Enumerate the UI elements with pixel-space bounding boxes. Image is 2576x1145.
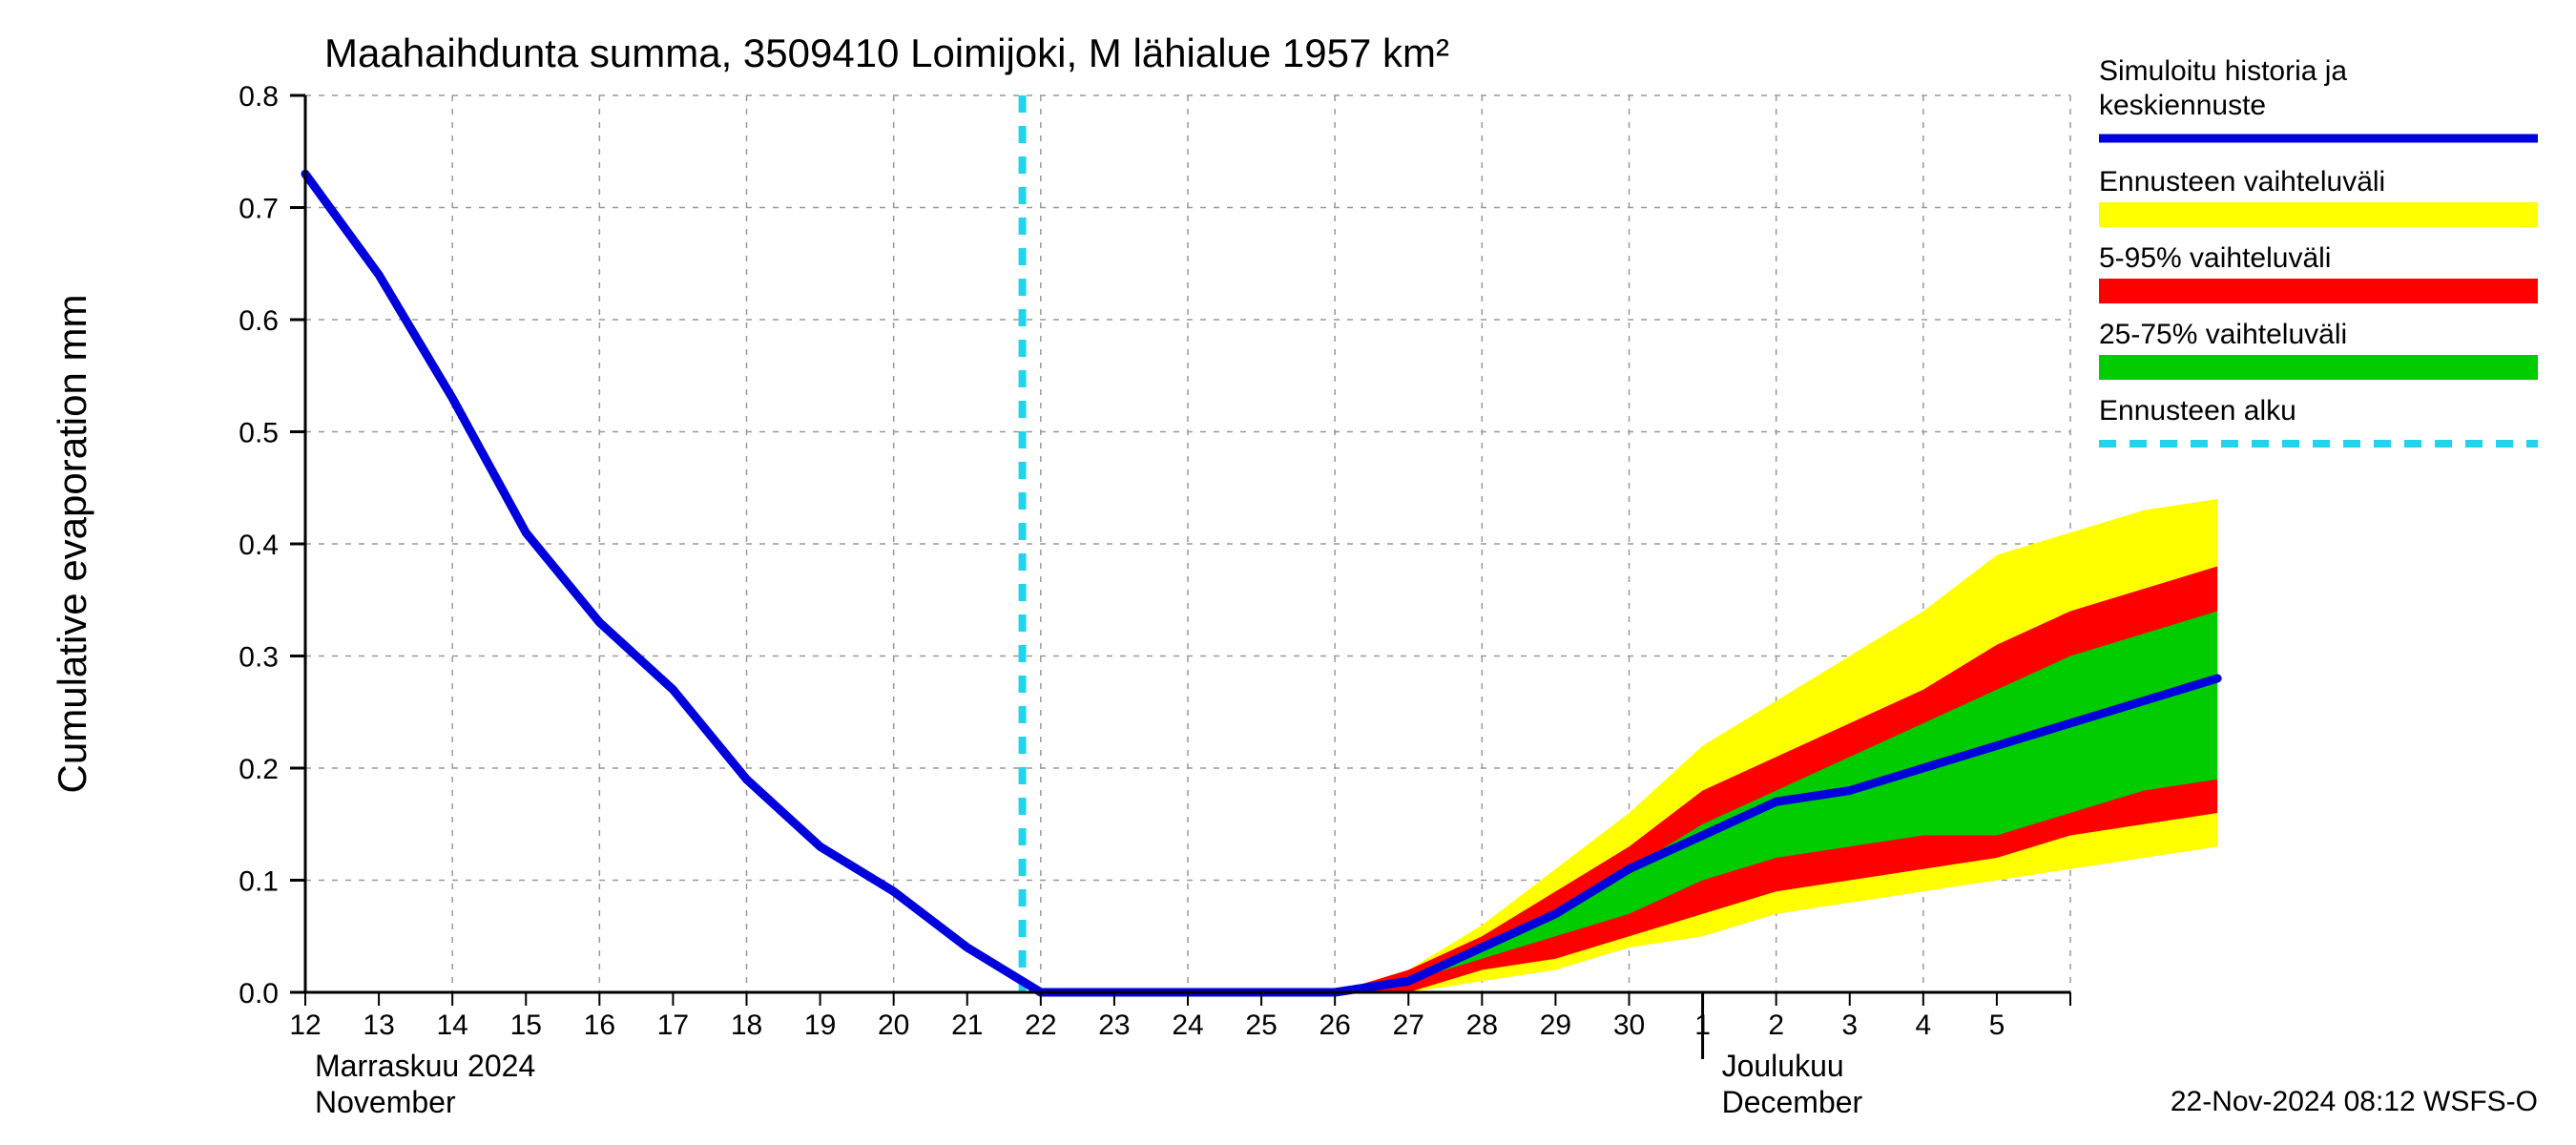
x-tick-label: 19	[804, 1010, 836, 1041]
x-tick-label: 26	[1319, 1010, 1350, 1041]
y-tick-label: 0.0	[239, 978, 279, 1010]
month-label-right-fi: Joulukuu	[1722, 1049, 1844, 1083]
y-axis-label: Cumulative evaporation mm	[50, 295, 94, 794]
x-tick-label: 22	[1025, 1010, 1056, 1041]
x-tick-label: 25	[1245, 1010, 1277, 1041]
x-tick-label: 12	[289, 1010, 321, 1041]
month-label-left-fi: Marraskuu 2024	[315, 1049, 535, 1083]
x-tick-label: 27	[1393, 1010, 1424, 1041]
y-tick-label: 0.2	[239, 754, 279, 785]
y-tick-label: 0.4	[239, 530, 279, 561]
x-tick-label: 2	[1768, 1010, 1784, 1041]
x-tick-label: 16	[584, 1010, 615, 1041]
x-tick-label: 23	[1098, 1010, 1130, 1041]
chart-svg: Maahaihdunta summa, 3509410 Loimijoki, M…	[0, 0, 2576, 1145]
y-tick-label: 0.1	[239, 866, 279, 898]
chart-footer: 22-Nov-2024 08:12 WSFS-O	[2171, 1086, 2538, 1117]
legend-label: 25-75% vaihteluväli	[2099, 319, 2347, 350]
x-tick-label: 28	[1466, 1010, 1498, 1041]
y-tick-label: 0.8	[239, 81, 279, 113]
legend-label: Ennusteen vaihteluväli	[2099, 166, 2385, 198]
y-tick-label: 0.3	[239, 642, 279, 674]
x-tick-label: 14	[436, 1010, 467, 1041]
chart-title: Maahaihdunta summa, 3509410 Loimijoki, M…	[324, 31, 1449, 75]
y-tick-label: 0.7	[239, 194, 279, 225]
legend-swatch	[2099, 279, 2538, 303]
x-tick-label: 17	[657, 1010, 689, 1041]
x-tick-label: 29	[1540, 1010, 1571, 1041]
chart-wrapper: Maahaihdunta summa, 3509410 Loimijoki, M…	[0, 0, 2576, 1145]
legend-swatch	[2099, 355, 2538, 380]
x-tick-label: 21	[951, 1010, 983, 1041]
y-tick-label: 0.6	[239, 305, 279, 337]
x-tick-label: 15	[510, 1010, 542, 1041]
legend-swatch	[2099, 202, 2538, 227]
x-tick-label: 5	[1989, 1010, 2005, 1041]
x-tick-label: 13	[363, 1010, 394, 1041]
legend-label: 5-95% vaihteluväli	[2099, 242, 2331, 274]
legend-label: Ennusteen alku	[2099, 395, 2296, 427]
x-tick-label: 4	[1915, 1010, 1931, 1041]
y-tick-label: 0.5	[239, 418, 279, 449]
x-tick-label: 24	[1172, 1010, 1203, 1041]
x-tick-label: 18	[731, 1010, 762, 1041]
x-tick-label: 30	[1613, 1010, 1645, 1041]
legend-label: keskiennuste	[2099, 90, 2266, 121]
month-label-right-en: December	[1722, 1085, 1863, 1119]
x-tick-label: 20	[878, 1010, 909, 1041]
x-tick-label: 3	[1841, 1010, 1858, 1041]
month-label-left-en: November	[315, 1085, 456, 1119]
legend-label: Simuloitu historia ja	[2099, 55, 2347, 87]
